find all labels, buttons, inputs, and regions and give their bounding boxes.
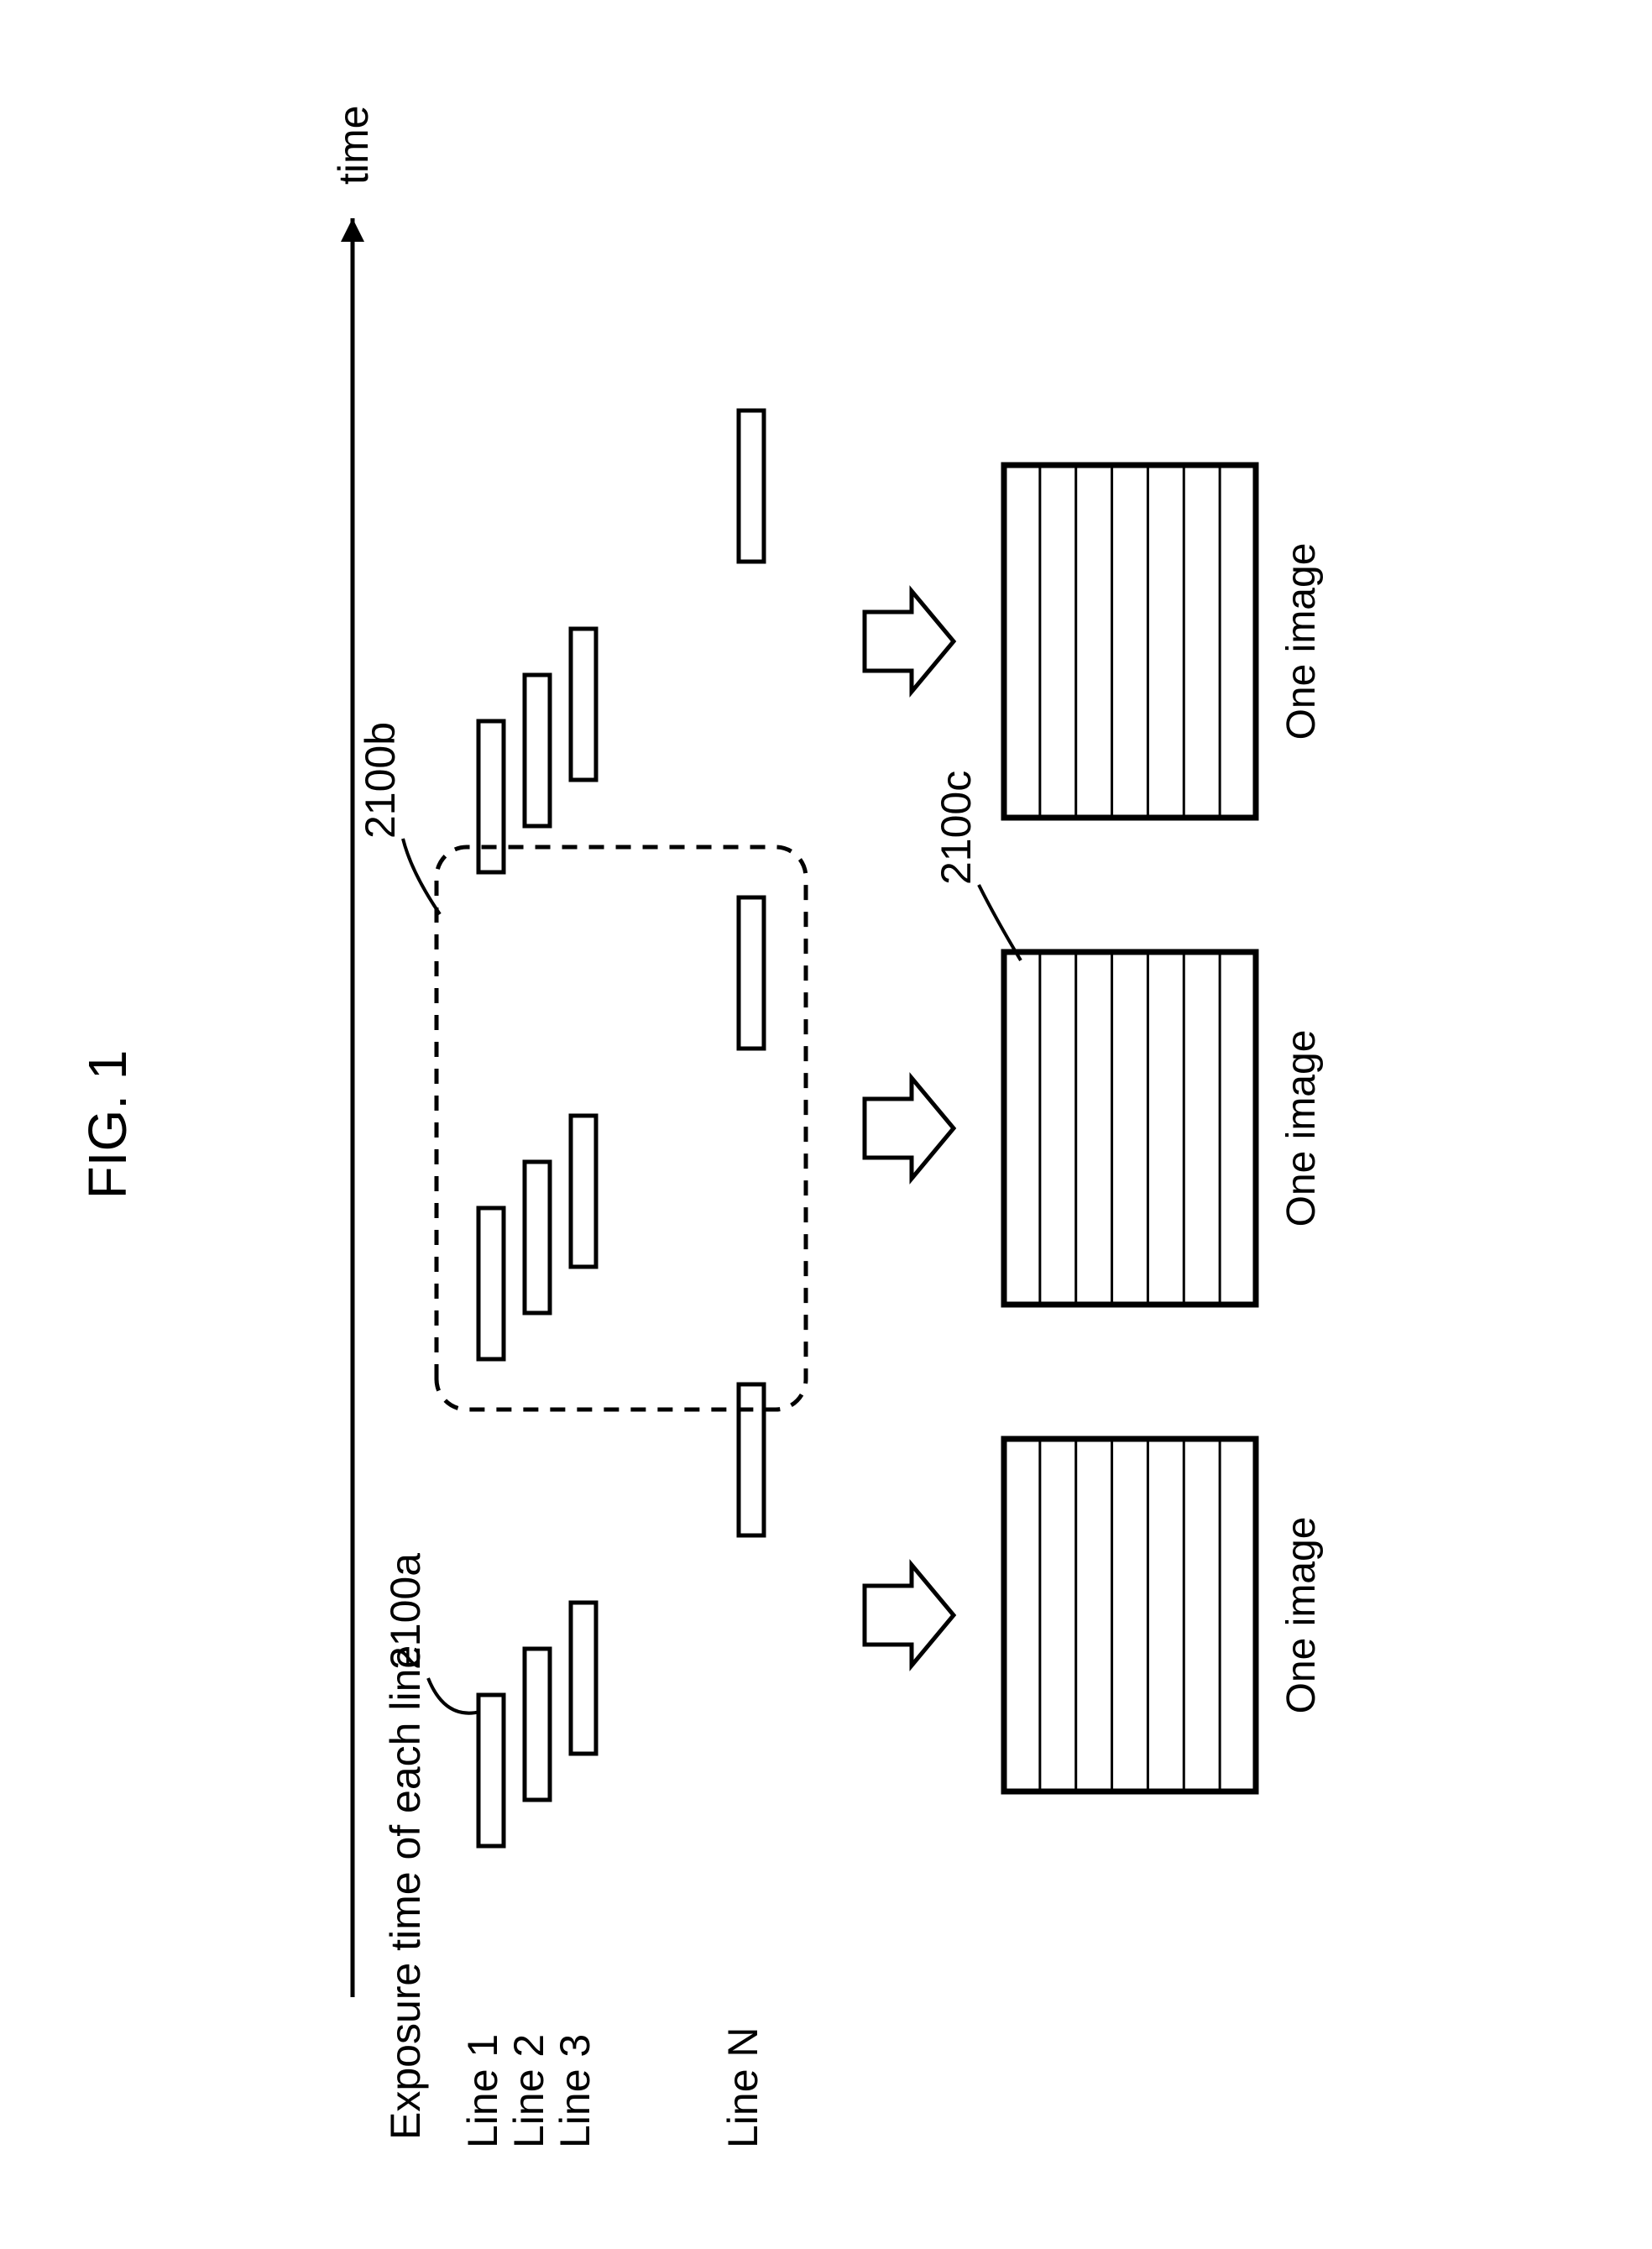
image-box-2-caption: One image [1279, 1030, 1324, 1227]
callout-2100a-leader [428, 1678, 480, 1713]
exposure-bar-frame1-line2 [525, 1649, 550, 1800]
callout-2100b-leader [403, 839, 440, 914]
exposure-axis-label: Exposure time of each line [382, 1645, 429, 2140]
exposure-bar-frame3-line2 [525, 675, 550, 826]
line-label-n: Line N [719, 2027, 766, 2148]
image-box-3-caption: One image [1279, 543, 1324, 740]
exposure-bar-frame2-line2 [525, 1162, 550, 1313]
down-arrow-2 [865, 1078, 954, 1179]
exposure-bar-frame3-line3 [571, 629, 596, 780]
image-box-1 [1004, 1439, 1256, 1791]
callout-2100c-leader [979, 885, 1021, 960]
exposure-bar-frame1-line3 [571, 1603, 596, 1754]
exposure-bar-frame1-lineN [739, 1384, 764, 1535]
time-axis-arrowhead [341, 218, 364, 242]
exposure-bar-frame3-lineN [739, 411, 764, 562]
image-box-1-caption: One image [1279, 1517, 1324, 1714]
line-label-3: Line 3 [552, 2034, 599, 2148]
callout-2100a-label: 2100a [382, 1553, 429, 1670]
exposure-bar-frame1-line1 [478, 1695, 504, 1846]
down-arrow-1 [865, 1565, 954, 1666]
line-label-2: Line 2 [505, 2034, 552, 2148]
exposure-bar-frame2-line1 [478, 1208, 504, 1359]
exposure-bar-frame2-lineN [739, 897, 764, 1049]
image-box-3 [1004, 465, 1256, 818]
line-label-1: Line 1 [459, 2034, 506, 2148]
callout-2100b-label: 2100b [357, 722, 404, 839]
image-box-2 [1004, 952, 1256, 1305]
exposure-bar-frame3-line1 [478, 721, 504, 872]
figure-title: FIG. 1 [77, 1050, 138, 1200]
time-axis-label: time [330, 106, 377, 185]
exposure-bar-frame2-line3 [571, 1116, 596, 1267]
down-arrow-3 [865, 591, 954, 692]
callout-2100c-label: 2100c [933, 771, 980, 885]
